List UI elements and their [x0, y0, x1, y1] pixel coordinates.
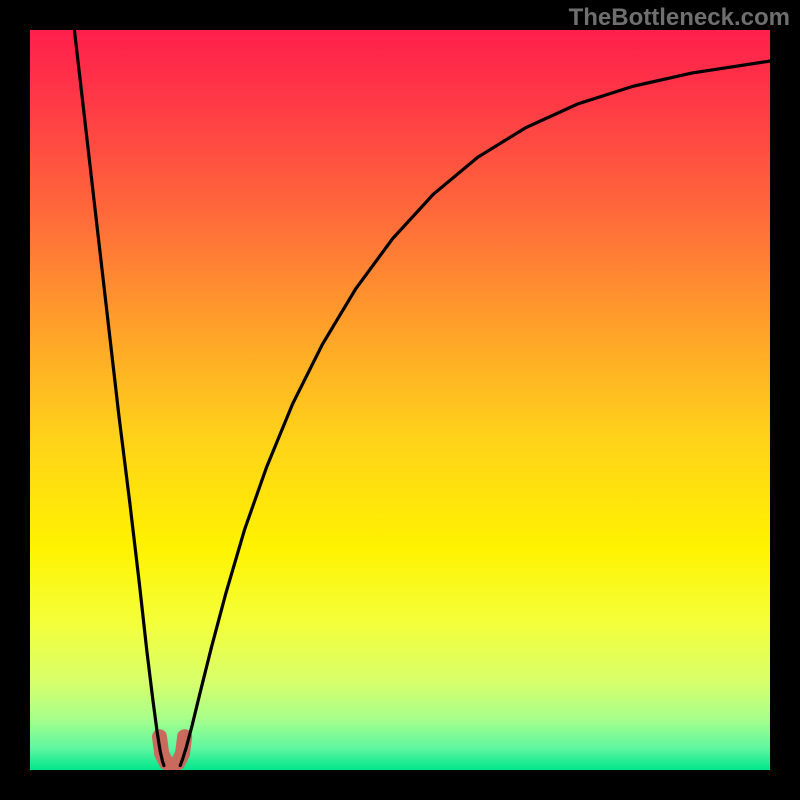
curve-left-branch [74, 30, 164, 766]
curve-right-branch [180, 61, 770, 765]
chart-svg [30, 30, 770, 770]
plot-area [30, 30, 770, 770]
watermark-text: TheBottleneck.com [569, 4, 790, 32]
